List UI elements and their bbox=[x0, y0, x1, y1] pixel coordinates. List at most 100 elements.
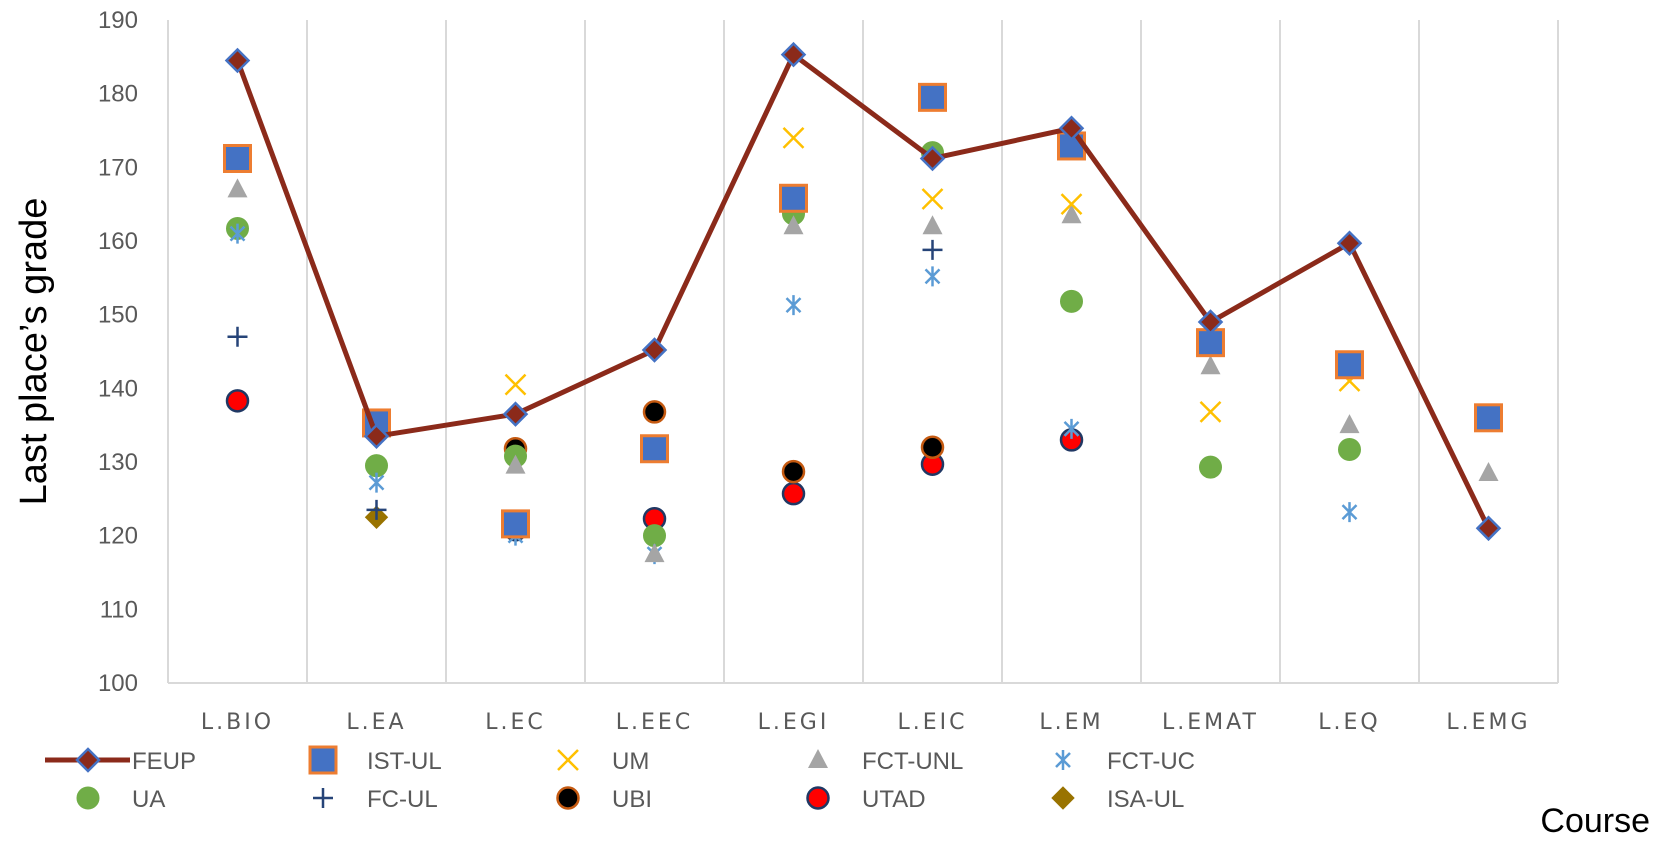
legend-marker-isa-ul bbox=[1051, 786, 1075, 810]
legend-item-utad: UTAD bbox=[806, 786, 926, 813]
series-fct-unl bbox=[227, 178, 1499, 563]
y-tick-label: 120 bbox=[98, 523, 138, 550]
data-point-ua bbox=[1338, 437, 1361, 461]
series-line-feup bbox=[235, 52, 1491, 530]
series-ist-ul bbox=[223, 82, 1503, 539]
legend-label: ISA-UL bbox=[1107, 786, 1184, 813]
data-point-ua bbox=[1060, 289, 1083, 313]
x-tick-label: L.EC bbox=[485, 710, 546, 735]
data-point-ist-ul bbox=[223, 143, 252, 173]
legend-marker-um bbox=[557, 749, 579, 771]
data-point-um bbox=[1060, 193, 1083, 216]
data-point-fct-uc bbox=[1341, 502, 1358, 523]
x-tick-label: L.EMAT bbox=[1162, 710, 1259, 735]
legend-item-ist-ul: IST-UL bbox=[308, 745, 442, 775]
data-point-fct-uc bbox=[368, 472, 385, 493]
data-point-feup bbox=[1197, 309, 1224, 335]
data-point-feup bbox=[1475, 515, 1502, 542]
x-tick-label: L.EQ bbox=[1318, 710, 1380, 735]
legend-item-isa-ul: ISA-UL bbox=[1051, 786, 1184, 813]
legend-label: FCT-UNL bbox=[862, 748, 963, 775]
legend-label: FEUP bbox=[132, 748, 196, 775]
data-point-um bbox=[921, 188, 944, 210]
series-ua bbox=[226, 141, 1361, 548]
data-point-ist-ul bbox=[1474, 403, 1503, 433]
legend-item-fct-uc: FCT-UC bbox=[1055, 748, 1195, 775]
data-point-utad bbox=[225, 389, 250, 413]
y-tick-label: 130 bbox=[98, 449, 138, 476]
data-point-feup bbox=[780, 41, 807, 68]
data-point-ubi bbox=[781, 459, 806, 484]
legend-item-fct-unl: FCT-UNL bbox=[808, 748, 963, 775]
data-point-fct-unl bbox=[1200, 355, 1221, 375]
data-point-ua bbox=[1199, 455, 1222, 479]
data-point-fct-unl bbox=[1339, 414, 1360, 434]
legend-item-fc-ul: FC-UL bbox=[313, 786, 438, 813]
series bbox=[223, 41, 1503, 565]
series-fct-uc bbox=[229, 223, 1358, 565]
data-point-ubi bbox=[920, 435, 945, 460]
y-tick-label: 190 bbox=[98, 7, 138, 34]
legend-marker-ubi bbox=[556, 786, 580, 810]
data-point-feup bbox=[1336, 230, 1363, 256]
x-tick-label: L.EA bbox=[346, 710, 406, 735]
x-tick-label: L.EGI bbox=[758, 710, 830, 735]
legend-marker-fct-unl bbox=[808, 749, 828, 768]
data-point-fct-unl bbox=[922, 215, 943, 235]
legend-label: UM bbox=[612, 748, 649, 775]
data-point-ist-ul bbox=[918, 82, 947, 112]
data-point-ist-ul bbox=[1335, 350, 1364, 380]
legend-marker-ua bbox=[76, 786, 100, 810]
data-point-fct-unl bbox=[1478, 462, 1499, 482]
series-um bbox=[226, 126, 1361, 423]
legend-label: FC-UL bbox=[367, 786, 438, 813]
data-point-feup bbox=[919, 145, 946, 172]
x-tick-labels: L.BIO L.EA L.EC L.EEC L.EGI L.EIC L.EM L.EMAT L.… bbox=[201, 710, 1530, 735]
series-ubi bbox=[503, 400, 945, 484]
data-point-fct-uc bbox=[924, 266, 941, 287]
x-tick-label: L.EM bbox=[1039, 710, 1103, 735]
x-tick-label: L.EIC bbox=[898, 710, 968, 735]
y-tick-label: 160 bbox=[98, 228, 138, 255]
data-point-um bbox=[1199, 401, 1222, 423]
legend-marker-feup bbox=[75, 747, 101, 773]
data-point-fct-uc bbox=[785, 295, 802, 316]
data-point-fc-ul bbox=[922, 239, 943, 260]
y-tick-labels: 100 110 120 130 140 150 160 170 180 190 bbox=[98, 7, 138, 697]
data-point-fct-unl bbox=[505, 454, 526, 474]
x-tick-label: L.EEC bbox=[616, 710, 693, 735]
legend-item-ua: UA bbox=[76, 786, 165, 813]
legend-marker-ist-ul bbox=[308, 745, 338, 775]
series-fc-ul bbox=[227, 239, 943, 520]
data-point-ist-ul bbox=[501, 509, 530, 539]
legend-label: UBI bbox=[612, 786, 652, 813]
y-tick-label: 150 bbox=[98, 302, 138, 329]
data-point-feup bbox=[502, 401, 529, 427]
y-tick-label: 170 bbox=[98, 154, 138, 181]
legend-label: UTAD bbox=[862, 786, 926, 813]
legend-label: FCT-UC bbox=[1107, 748, 1195, 775]
data-point-um bbox=[504, 373, 527, 396]
data-point-utad bbox=[781, 481, 806, 506]
data-point-ist-ul bbox=[779, 183, 808, 213]
data-point-um bbox=[782, 126, 805, 149]
data-point-fct-unl bbox=[783, 215, 804, 235]
data-point-feup bbox=[641, 337, 668, 363]
legend-item-um: UM bbox=[557, 748, 649, 775]
x-axis-label: Course bbox=[1540, 802, 1650, 840]
data-point-fct-unl bbox=[1061, 204, 1082, 224]
y-axis-label: Last place’s grade bbox=[13, 198, 55, 506]
data-point-fc-ul bbox=[227, 326, 248, 347]
data-point-ubi bbox=[642, 400, 667, 424]
legend-marker-utad bbox=[806, 786, 830, 810]
grid-lines bbox=[167, 20, 1559, 683]
data-point-fct-unl bbox=[644, 543, 665, 563]
data-point-fc-ul bbox=[366, 499, 387, 520]
legend-marker-fc-ul bbox=[313, 788, 333, 808]
x-tick-label: L.EMG bbox=[1446, 710, 1530, 735]
legend-label: UA bbox=[132, 786, 165, 813]
data-point-feup bbox=[224, 47, 251, 74]
y-tick-label: 100 bbox=[98, 670, 138, 697]
legend-marker-fct-uc bbox=[1055, 750, 1071, 770]
